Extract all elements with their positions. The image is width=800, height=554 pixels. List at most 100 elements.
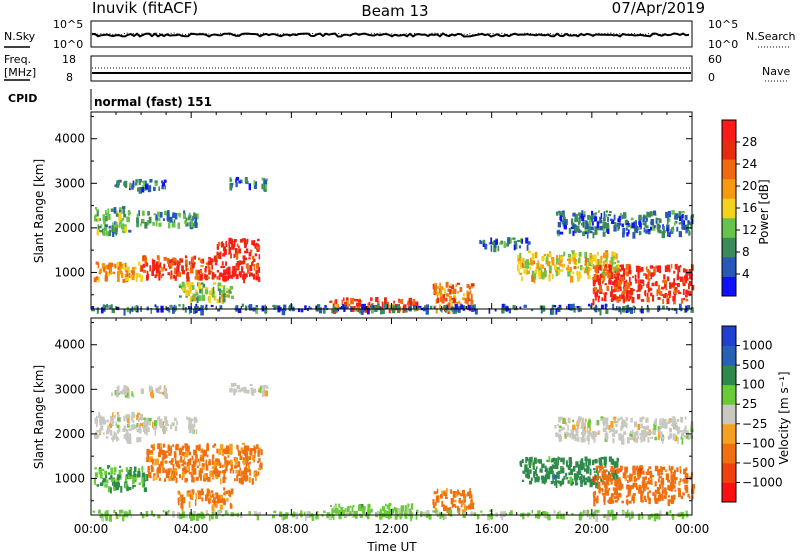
- data-cell: [256, 514, 260, 521]
- data-cell: [599, 476, 602, 479]
- data-cell: [368, 301, 371, 306]
- data-cell: [466, 297, 469, 305]
- data-cell: [252, 255, 255, 260]
- data-cell: [128, 421, 130, 427]
- data-cell: [447, 288, 451, 292]
- data-cell: [415, 513, 418, 520]
- data-cell: [573, 466, 576, 469]
- data-cell: [160, 461, 163, 466]
- data-cell: [528, 462, 532, 468]
- nsky-left-tick-bottom: 10^0: [53, 38, 83, 51]
- data-cell: [124, 224, 127, 227]
- data-cell: [576, 419, 580, 425]
- data-cell: [599, 216, 602, 223]
- data-cell: [670, 477, 675, 485]
- data-cell: [471, 283, 475, 287]
- data-cell: [273, 510, 277, 514]
- data-cell: [519, 272, 522, 276]
- data-cell: [100, 425, 104, 431]
- data-cell: [615, 429, 618, 434]
- data-cell: [634, 437, 638, 443]
- data-cell: [208, 492, 211, 496]
- data-cell: [662, 481, 664, 485]
- data-cell: [648, 431, 653, 434]
- data-cell: [434, 502, 437, 506]
- data-cell: [220, 294, 224, 299]
- data-cell: [228, 289, 231, 294]
- data-cell: [548, 262, 551, 267]
- data-cell: [589, 253, 591, 256]
- data-cell: [198, 492, 201, 499]
- data-cell: [322, 307, 326, 314]
- power-scatter: [91, 176, 695, 316]
- data-cell: [577, 266, 579, 269]
- data-cell: [220, 289, 224, 294]
- data-cell: [205, 265, 207, 269]
- data-cell: [356, 302, 360, 307]
- data-cell: [622, 472, 626, 478]
- data-cell: [682, 479, 684, 482]
- data-cell: [210, 495, 214, 498]
- data-cell: [221, 261, 224, 266]
- data-cell: [154, 180, 158, 183]
- data-cell: [630, 485, 634, 489]
- data-cell: [145, 262, 149, 267]
- data-cell: [578, 258, 581, 264]
- data-cell: [599, 274, 603, 278]
- data-cell: [563, 251, 566, 257]
- data-cell: [606, 252, 609, 259]
- data-cell: [576, 306, 580, 309]
- data-cell: [569, 432, 571, 438]
- data-cell: [178, 459, 181, 463]
- data-cell: [116, 477, 120, 484]
- data-cell: [154, 428, 156, 436]
- data-cell: [128, 273, 131, 278]
- data-cell: [684, 275, 687, 279]
- data-cell: [572, 271, 575, 274]
- data-cell: [574, 478, 578, 486]
- data-cell: [644, 220, 647, 227]
- data-cell: [274, 305, 278, 309]
- data-cell: [156, 458, 159, 465]
- data-cell: [99, 268, 103, 273]
- data-cell: [620, 308, 622, 315]
- data-cell: [124, 267, 128, 271]
- data-cell: [96, 430, 99, 433]
- data-cell: [436, 297, 440, 303]
- data-cell: [148, 420, 151, 426]
- data-cell: [170, 468, 173, 473]
- data-cell: [111, 225, 114, 233]
- data-cell: [122, 389, 126, 394]
- data-cell: [247, 465, 251, 470]
- data-cell: [251, 478, 254, 485]
- data-cell: [567, 465, 571, 470]
- data-cell: [219, 499, 223, 503]
- data-cell: [592, 459, 595, 462]
- data-cell: [147, 212, 150, 215]
- data-cell: [616, 298, 620, 303]
- data-cell: [183, 461, 187, 465]
- data-cell: [636, 265, 639, 272]
- data-cell: [667, 480, 670, 483]
- data-cell: [237, 261, 240, 268]
- data-cell: [165, 427, 168, 431]
- data-cell: [255, 307, 258, 314]
- data-cell: [673, 270, 676, 274]
- data-cell: [601, 471, 604, 476]
- data-cell: [107, 264, 111, 270]
- data-cell: [661, 437, 664, 444]
- data-cell: [643, 495, 647, 501]
- data-cell: [609, 280, 612, 285]
- data-cell: [161, 457, 164, 461]
- data-cell: [235, 274, 239, 280]
- data-cell: [282, 513, 284, 521]
- data-cell: [138, 482, 142, 485]
- data-cell: [96, 484, 100, 487]
- data-cell: [303, 511, 306, 516]
- data-cell: [451, 290, 454, 294]
- data-cell: [622, 510, 625, 515]
- data-cell: [626, 282, 630, 289]
- data-cell: [191, 425, 195, 430]
- data-cell: [184, 478, 188, 483]
